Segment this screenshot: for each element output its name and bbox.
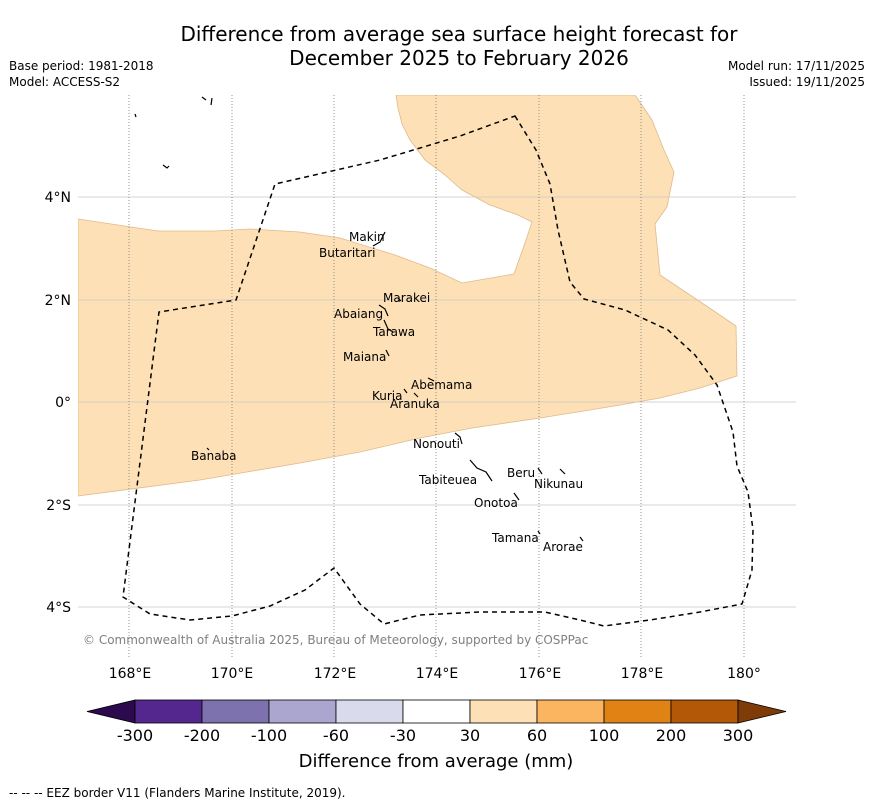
model-run: Model run: 17/11/2025 <box>727 59 865 73</box>
label-butaritari: Butaritari <box>319 246 376 260</box>
colorbar-swatch <box>335 699 404 724</box>
map-area: Makin Butaritari Marakei Abaiang Tarawa … <box>78 95 796 658</box>
label-banaba: Banaba <box>191 449 237 463</box>
colorbar-tick-label: 200 <box>656 726 687 745</box>
colorbar-tick-label: -200 <box>184 726 220 745</box>
copyright-notice: © Commonwealth of Australia 2025, Bureau… <box>83 633 588 647</box>
longitude-labels: 168°E 170°E 172°E 174°E 176°E 178°E 180° <box>109 666 761 682</box>
colorbar-label: Difference from average (mm) <box>299 751 574 772</box>
model-name: Model: ACCESS-S2 <box>9 75 121 89</box>
colorbar-tick-label: 60 <box>527 726 547 745</box>
label-nikunau: Nikunau <box>534 477 583 491</box>
graticule-meridians <box>128 95 745 658</box>
label-arorae: Arorae <box>543 540 583 554</box>
lon-label-178e: 178°E <box>621 666 664 682</box>
label-tamana: Tamana <box>491 531 539 545</box>
colorbar-swatch <box>670 699 739 724</box>
colorbar-swatch <box>603 699 672 724</box>
island-north-a <box>201 96 207 101</box>
meta-left: Base period: 1981-2018 Model: ACCESS-S2 <box>9 58 154 90</box>
title-line-2: December 2025 to February 2026 <box>289 46 629 70</box>
latitude-labels: 4°N 2°N 0° 2°S 4°S <box>45 190 72 616</box>
label-tarawa: Tarawa <box>372 325 415 339</box>
place-labels: Makin Butaritari Marakei Abaiang Tarawa … <box>191 230 583 554</box>
map-title: Difference from average sea surface heig… <box>0 22 873 70</box>
label-maiana: Maiana <box>343 350 386 364</box>
lat-label-0: 0° <box>55 395 71 411</box>
island-tamana <box>537 530 541 535</box>
island-marakei <box>397 297 402 302</box>
eez-border <box>122 115 754 627</box>
colorbar-tick-label: 100 <box>589 726 620 745</box>
island-onotoa <box>513 492 520 501</box>
islands <box>134 96 584 542</box>
island-tarawa <box>383 319 394 333</box>
island-north-b <box>210 97 213 106</box>
colorbar-swatch <box>134 699 203 724</box>
colorbar: -300 -200 -100 -60 -30 30 60 100 200 300 <box>86 699 787 745</box>
colorbar-tick-label: 300 <box>723 726 754 745</box>
island-kuria <box>403 388 408 394</box>
lon-label-174e: 174°E <box>416 666 459 682</box>
lon-label-172e: 172°E <box>314 666 357 682</box>
lat-label-4n: 4°N <box>45 190 71 206</box>
lon-label-180: 180° <box>727 666 761 682</box>
colorbar-swatch <box>402 699 471 724</box>
label-makin: Makin <box>349 230 385 244</box>
island-makin <box>372 231 386 247</box>
colorbar-tick-label: -30 <box>390 726 416 745</box>
island-beru <box>537 467 543 475</box>
label-beru: Beru <box>507 466 535 480</box>
island-banaba <box>206 447 210 451</box>
colorbar-swatch <box>469 699 538 724</box>
label-marakei: Marakei <box>383 291 430 305</box>
eez-note: -- -- -- EEZ border V11 (Flanders Marine… <box>9 786 346 800</box>
lon-label-170e: 170°E <box>211 666 254 682</box>
label-onotoa: Onotoa <box>474 496 518 510</box>
island-maiana <box>385 349 390 357</box>
island-nonouti <box>454 432 463 445</box>
graticule-parallels <box>78 196 796 608</box>
colorbar-swatch <box>268 699 337 724</box>
island-abaiang <box>378 304 389 317</box>
colorbar-swatch <box>201 699 270 724</box>
island-tabiteuea <box>469 459 493 482</box>
label-abemama: Abemama <box>411 378 472 392</box>
meta-right: Model run: 17/11/2025 Issued: 19/11/2025 <box>728 58 865 90</box>
colorbar-tick-label: 30 <box>460 726 480 745</box>
label-nonouti: Nonouti <box>413 437 460 451</box>
colorbar-extend-low <box>86 699 136 724</box>
issued-date: Issued: 19/11/2025 <box>749 75 865 89</box>
label-abaiang: Abaiang <box>334 307 383 321</box>
lat-label-2s: 2°S <box>46 498 71 514</box>
island-nikunau <box>559 468 566 475</box>
colorbar-tick-label: -300 <box>117 726 153 745</box>
lon-label-176e: 176°E <box>519 666 562 682</box>
anomaly-region-east <box>78 95 738 497</box>
base-period: Base period: 1981-2018 <box>9 59 154 73</box>
title-line-1: Difference from average sea surface heig… <box>180 22 738 46</box>
lat-label-2n: 2°N <box>45 293 71 309</box>
island-abemama <box>427 377 435 382</box>
island-north-c <box>134 113 137 118</box>
colorbar-extend-high <box>737 699 787 724</box>
colorbar-tick-label: -60 <box>323 726 349 745</box>
label-kuria: Kuria <box>372 389 403 403</box>
label-aranuka: Aranuka <box>390 397 440 411</box>
island-north-d <box>162 164 170 169</box>
label-tabiteuea: Tabiteuea <box>418 473 477 487</box>
lat-label-4s: 4°S <box>46 600 71 616</box>
colorbar-swatch <box>536 699 605 724</box>
lon-label-168e: 168°E <box>109 666 152 682</box>
colorbar-tick-label: -100 <box>251 726 287 745</box>
island-arorae <box>579 536 584 542</box>
island-aranuka <box>413 392 419 398</box>
